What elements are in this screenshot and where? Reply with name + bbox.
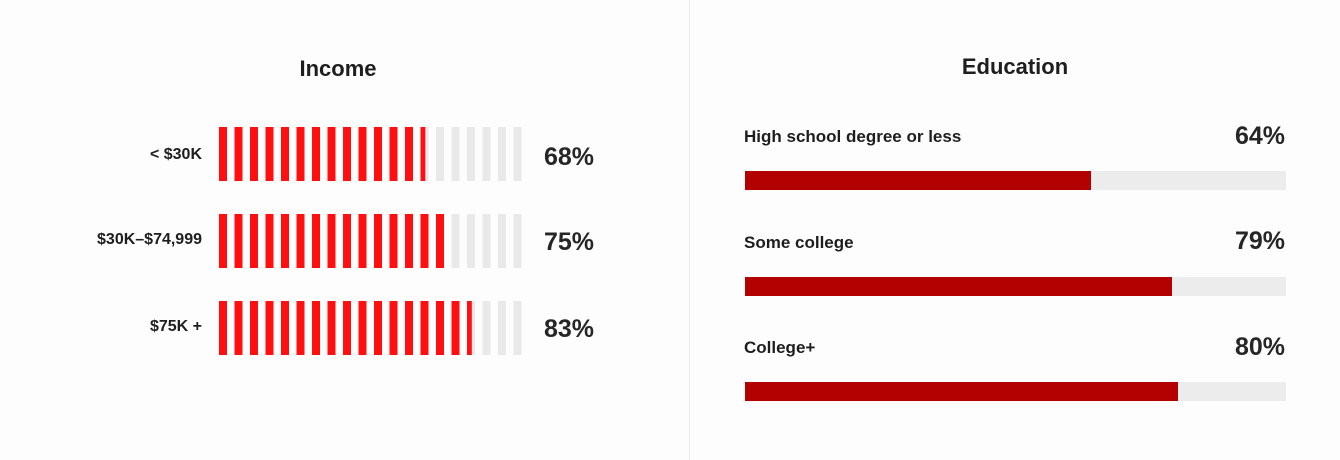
income-stripe-filled (327, 127, 336, 181)
education-category-label: High school degree or less (744, 127, 962, 146)
income-stripe-filled (281, 214, 289, 268)
income-stripe-filled (281, 301, 289, 355)
income-stripe-filled (250, 301, 258, 355)
income-stripe-filled (343, 127, 351, 181)
income-stripe-empty (451, 214, 460, 268)
income-stripe-filled (343, 301, 351, 355)
income-stripe-filled (265, 127, 274, 181)
income-stripe-filled (436, 214, 444, 268)
income-stripe-filled (389, 214, 398, 268)
income-bar-75k-plus (219, 301, 522, 355)
income-stripe-empty (436, 127, 444, 181)
income-bar-30k-75k (219, 214, 522, 268)
education-chart-title: Education (961, 54, 1069, 79)
income-value-label: 68% (544, 143, 595, 171)
education-value-label: 79% (1234, 227, 1285, 255)
income-stripe-filled (420, 127, 426, 181)
education-bar-track (745, 171, 1286, 190)
income-stripe-filled (358, 214, 367, 268)
income-stripe-empty (482, 127, 491, 181)
income-stripe-empty (467, 127, 475, 181)
income-stripe-filled (265, 214, 274, 268)
income-stripe-empty (513, 301, 522, 355)
income-stripe-filled (467, 301, 472, 355)
education-bar-college-plus (745, 382, 1178, 401)
income-stripe-filled (234, 127, 243, 181)
income-stripe-filled (358, 127, 367, 181)
income-value-label: 75% (544, 228, 595, 256)
income-stripe-filled (358, 301, 367, 355)
income-stripe-filled (296, 301, 305, 355)
education-bar-track (745, 382, 1286, 401)
income-stripe-filled (219, 127, 227, 181)
income-stripe-empty (513, 127, 522, 181)
income-stripe-filled (405, 214, 413, 268)
income-stripe-empty (451, 127, 460, 181)
income-stripe-filled (312, 214, 320, 268)
income-stripe-filled (374, 127, 382, 181)
income-stripe-filled (420, 214, 429, 268)
income-stripe-filled (219, 301, 227, 355)
income-stripe-filled (389, 301, 398, 355)
education-category-label: College+ (744, 338, 816, 357)
income-stripe-empty (513, 214, 522, 268)
education-value-label: 80% (1234, 333, 1285, 361)
income-stripe-filled (234, 214, 243, 268)
income-stripe-filled (281, 127, 289, 181)
income-category-label: $75K + (149, 318, 202, 335)
income-stripe-filled (405, 127, 413, 181)
income-stripe-filled (327, 214, 336, 268)
income-stripe-filled (374, 301, 382, 355)
panel-divider (689, 0, 690, 460)
income-stripe-filled (312, 127, 320, 181)
education-bar-track (745, 277, 1286, 296)
education-bar-some-college (745, 277, 1173, 296)
income-stripe-empty (467, 214, 475, 268)
income-stripe-filled (451, 301, 460, 355)
income-stripe-filled (250, 127, 258, 181)
income-stripe-empty (482, 214, 491, 268)
education-value-label: 64% (1234, 122, 1285, 150)
income-stripe-filled (389, 127, 398, 181)
income-stripe-filled (250, 214, 258, 268)
income-category-label: < $30K (149, 146, 202, 163)
income-stripe-filled (265, 301, 274, 355)
education-category-label: Some college (744, 233, 854, 252)
income-stripe-filled (296, 214, 305, 268)
income-bar-under-30k (219, 127, 522, 181)
income-stripe-filled (234, 301, 243, 355)
income-stripe-filled (420, 301, 429, 355)
income-stripe-filled (296, 127, 305, 181)
income-value-label: 83% (544, 315, 595, 343)
income-chart-title: Income (299, 56, 377, 81)
income-stripe-empty (498, 214, 506, 268)
income-stripe-filled (327, 301, 336, 355)
income-stripe-filled (312, 301, 320, 355)
income-stripe-filled (405, 301, 413, 355)
income-stripe-empty (482, 301, 491, 355)
income-category-label: $30K–$74,999 (97, 231, 202, 248)
income-stripe-empty (498, 301, 506, 355)
income-stripe-filled (343, 214, 351, 268)
education-bar-high-school (745, 171, 1092, 190)
income-stripe-filled (374, 214, 382, 268)
income-stripe-filled (219, 214, 227, 268)
income-stripe-filled (436, 301, 444, 355)
income-stripe-empty (498, 127, 506, 181)
